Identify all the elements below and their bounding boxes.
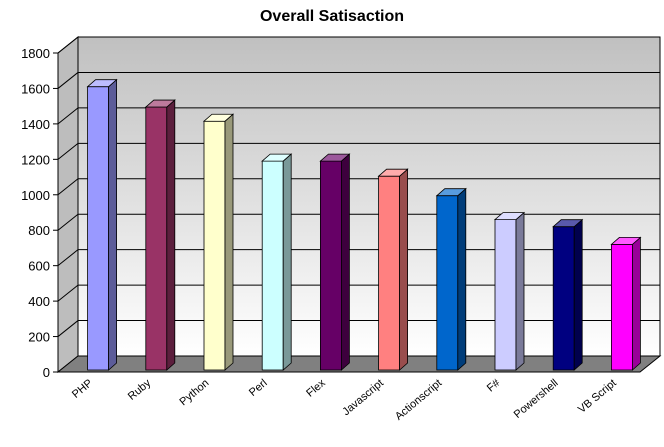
bar-powershell bbox=[552, 218, 584, 371]
gridline-side bbox=[57, 213, 79, 231]
y-tick-label: 1400 bbox=[21, 117, 50, 132]
bar-front bbox=[552, 226, 575, 371]
bar-php bbox=[86, 78, 118, 371]
bar-top bbox=[319, 153, 351, 162]
gridline-side bbox=[57, 178, 79, 196]
bar-front bbox=[494, 219, 517, 371]
bar-side bbox=[515, 211, 525, 371]
x-tick-label: F# bbox=[485, 377, 503, 395]
bar-top bbox=[144, 99, 176, 108]
bar-side bbox=[399, 168, 409, 371]
gridline-side bbox=[57, 249, 79, 267]
bar-side bbox=[340, 153, 350, 371]
bar-perl bbox=[261, 153, 293, 371]
bar-side bbox=[457, 187, 467, 371]
y-tick-label: 1800 bbox=[21, 46, 50, 61]
x-tick-label: Powershell bbox=[512, 377, 561, 421]
bar-top bbox=[261, 153, 293, 162]
bar-side bbox=[573, 218, 583, 371]
bar-front bbox=[87, 86, 109, 371]
chart-title: Overall Satisaction bbox=[259, 8, 405, 25]
y-tick-label: 1000 bbox=[21, 188, 50, 203]
bar-flex bbox=[319, 153, 351, 371]
bar-side bbox=[632, 236, 641, 371]
x-tick-label: VB Script bbox=[576, 377, 619, 416]
x-tick-label: PHP bbox=[70, 377, 95, 401]
bar-top bbox=[86, 79, 118, 88]
y-tick-label: 200 bbox=[28, 330, 50, 345]
gridline-side bbox=[57, 72, 79, 89]
bar-actionscript bbox=[435, 187, 467, 371]
bar-javascript bbox=[377, 168, 409, 371]
bar-vb-script bbox=[610, 236, 642, 371]
bar-front bbox=[203, 120, 226, 371]
x-tick-label: Javascript bbox=[340, 377, 386, 418]
bar-front bbox=[436, 195, 459, 371]
gridline-side bbox=[57, 142, 79, 160]
chart-side-wall bbox=[57, 35, 79, 374]
x-tick-label: Perl bbox=[247, 377, 270, 399]
x-tick-label: Ruby bbox=[126, 377, 154, 403]
bar-side bbox=[108, 78, 117, 371]
bar-side bbox=[282, 153, 292, 371]
bar-front bbox=[261, 160, 284, 371]
y-tick-label: 600 bbox=[28, 259, 50, 274]
bar-ruby bbox=[144, 99, 176, 371]
x-tick-label: Python bbox=[177, 377, 211, 408]
x-tick-label: Actionscript bbox=[393, 377, 444, 423]
y-tick-label: 800 bbox=[28, 223, 50, 238]
bar-front bbox=[611, 243, 633, 371]
bar-side bbox=[224, 113, 234, 371]
y-tick-label: 1200 bbox=[21, 152, 50, 167]
bar-top bbox=[435, 188, 467, 197]
bar-top bbox=[493, 212, 526, 220]
y-tick-label: 400 bbox=[28, 294, 50, 309]
bar-top bbox=[610, 236, 642, 245]
gridline-side bbox=[57, 107, 79, 125]
bar-top bbox=[377, 168, 409, 177]
y-tick-label: 1600 bbox=[21, 81, 50, 96]
bar-top bbox=[202, 113, 235, 122]
gridline-side bbox=[57, 36, 79, 54]
bar-top bbox=[552, 219, 584, 228]
bar-front bbox=[319, 160, 342, 371]
gridline-side bbox=[57, 320, 79, 337]
x-tick-label: Flex bbox=[304, 377, 328, 400]
bar-f- bbox=[493, 211, 526, 371]
y-tick-label: 0 bbox=[43, 365, 50, 380]
bar-front bbox=[378, 175, 401, 371]
bar-side bbox=[166, 99, 176, 371]
gridline-side bbox=[57, 284, 79, 302]
bar-python bbox=[202, 113, 235, 371]
bar-front bbox=[145, 106, 168, 371]
